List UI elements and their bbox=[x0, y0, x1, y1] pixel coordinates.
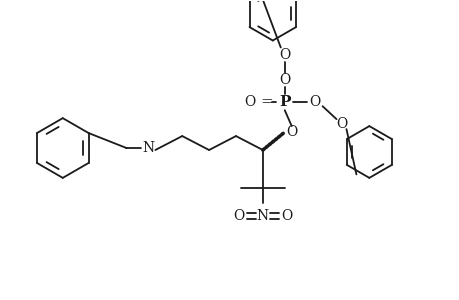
Text: O: O bbox=[308, 95, 319, 109]
Text: O: O bbox=[279, 48, 290, 62]
Text: O: O bbox=[279, 73, 290, 87]
Text: N: N bbox=[142, 141, 154, 155]
Text: O: O bbox=[233, 209, 244, 223]
Text: O: O bbox=[285, 125, 297, 139]
Text: N: N bbox=[256, 209, 269, 223]
Text: =: = bbox=[260, 95, 273, 109]
Text: P: P bbox=[279, 95, 290, 109]
Text: O: O bbox=[244, 95, 255, 109]
Text: O: O bbox=[335, 117, 347, 131]
Text: O: O bbox=[280, 209, 292, 223]
